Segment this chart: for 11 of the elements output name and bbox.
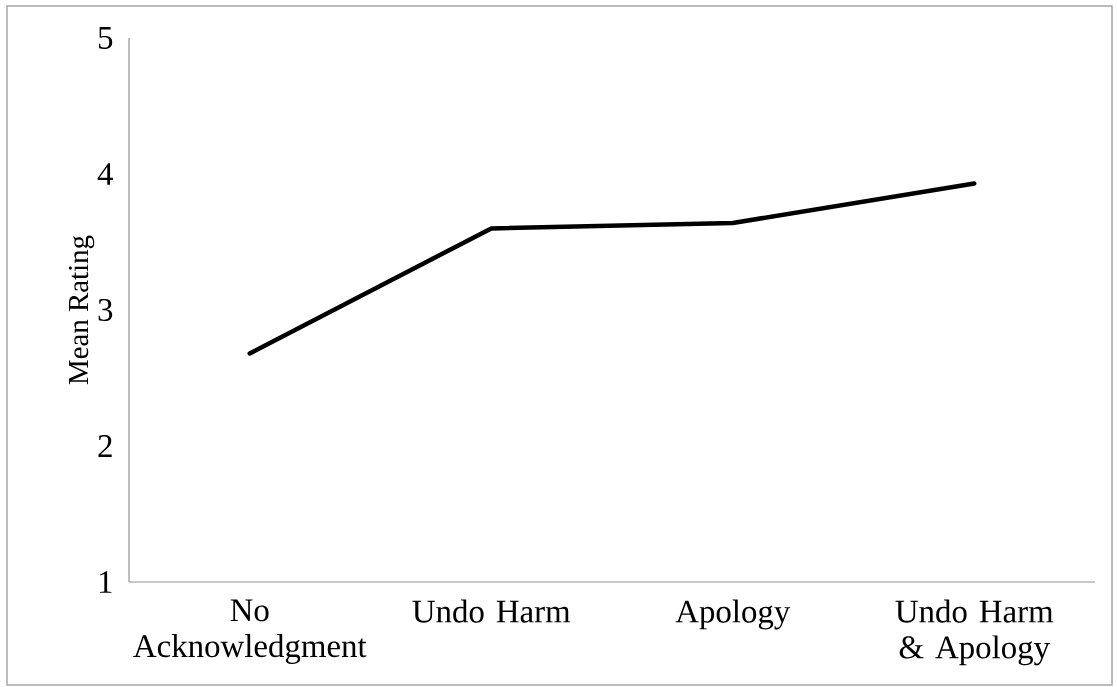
y-axis-title: Mean Rating [68,235,95,385]
y-tick-label: 3 [98,298,113,322]
y-tick-label: 1 [99,571,112,593]
x-tick-label: Undo Harm [412,599,571,623]
x-tick-label: No Acknowledgment [133,599,367,665]
y-tick-label: 4 [97,163,113,185]
x-tick-label: Undo Harm & Apology [895,599,1054,666]
line-series [247,181,977,356]
y-tick-label: 2 [98,435,112,457]
y-tick-label: 5 [98,27,113,49]
x-tick-label: Apology [675,599,791,630]
